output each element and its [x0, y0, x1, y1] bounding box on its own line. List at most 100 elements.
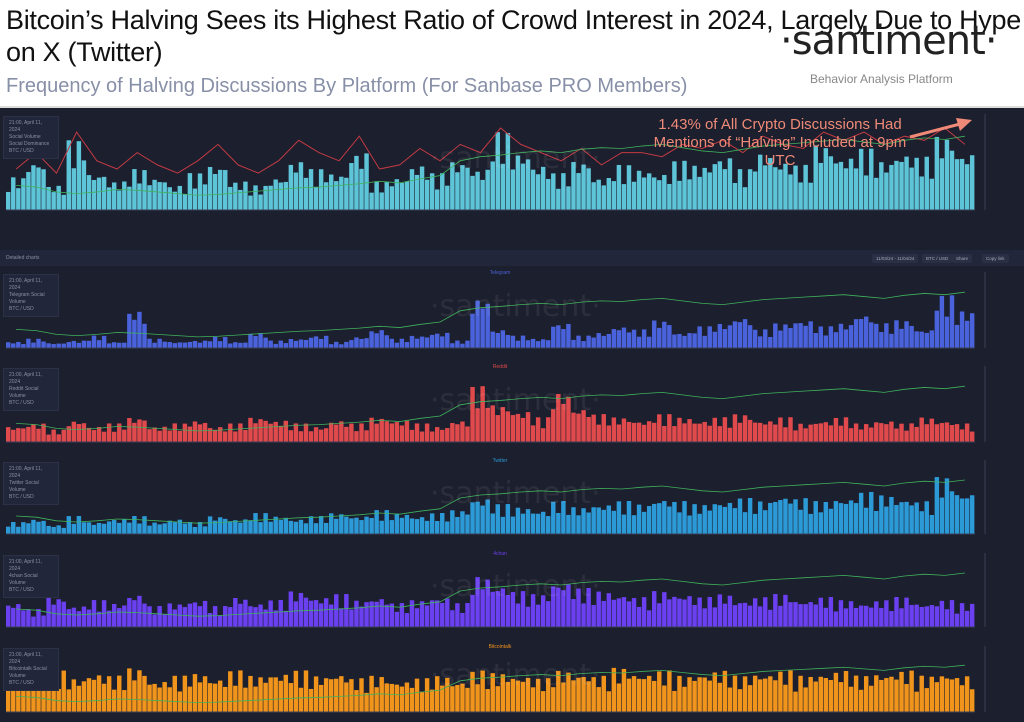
bar	[727, 687, 733, 712]
bar	[207, 516, 213, 534]
bar	[177, 342, 183, 348]
bar	[884, 172, 889, 210]
bar	[475, 300, 480, 348]
bar	[152, 342, 157, 348]
bar	[874, 323, 879, 348]
bar	[919, 417, 924, 442]
bar	[646, 610, 652, 627]
bar	[202, 676, 208, 712]
bar	[879, 495, 884, 534]
bar	[904, 430, 909, 442]
bar	[359, 423, 364, 442]
bar	[500, 674, 506, 712]
bar	[470, 671, 475, 712]
bar	[243, 687, 248, 712]
bar	[571, 339, 576, 348]
pair-selector[interactable]: BTC / USD	[922, 254, 953, 263]
bar	[662, 592, 667, 627]
bar	[101, 523, 107, 534]
bar	[899, 161, 904, 210]
bar	[601, 185, 606, 210]
bar	[56, 599, 61, 627]
bar	[61, 527, 66, 534]
bar	[631, 422, 637, 442]
bar	[414, 678, 420, 712]
watermark: ·santiment·	[430, 289, 601, 324]
bar	[611, 417, 617, 442]
bar	[11, 607, 16, 627]
bar	[874, 601, 879, 627]
bar	[828, 508, 834, 534]
bar	[197, 522, 203, 534]
bar	[233, 685, 238, 712]
bar	[152, 179, 157, 210]
bar	[667, 183, 672, 210]
bar	[813, 604, 818, 627]
bar	[419, 336, 425, 348]
bar	[959, 603, 965, 627]
bar	[520, 335, 526, 348]
bar	[303, 423, 309, 442]
share-button[interactable]: Share	[952, 254, 973, 263]
bar	[298, 592, 304, 627]
bar	[707, 326, 712, 348]
watermark: ·santiment·	[430, 658, 601, 693]
bar	[576, 588, 581, 627]
bar	[379, 418, 384, 442]
bar	[480, 308, 485, 348]
bar	[576, 173, 581, 210]
bar	[833, 501, 839, 534]
date-range-picker[interactable]: 11/03/24 - 11/04/24	[872, 254, 919, 263]
bar	[742, 676, 748, 712]
bar	[253, 185, 258, 210]
bar	[652, 422, 657, 442]
bar	[303, 177, 309, 210]
bar	[238, 670, 243, 712]
bar	[969, 431, 975, 442]
bar	[101, 176, 107, 210]
bar	[6, 191, 11, 210]
bar	[818, 162, 823, 210]
bar	[217, 615, 223, 627]
bar	[339, 176, 344, 210]
bar	[147, 684, 152, 712]
bar	[379, 599, 384, 627]
bar	[657, 414, 662, 442]
bar	[520, 417, 526, 442]
bar	[31, 165, 36, 210]
bar	[863, 175, 869, 210]
bar	[929, 676, 935, 712]
bar	[863, 316, 869, 348]
bar	[813, 681, 818, 712]
bar	[742, 415, 748, 442]
bar	[117, 342, 122, 348]
bar	[288, 164, 294, 210]
bar	[192, 421, 198, 442]
bar	[687, 419, 692, 442]
bar	[551, 586, 556, 627]
copy-link-button[interactable]: Copy link	[982, 254, 1009, 263]
bar	[889, 676, 894, 712]
bar	[41, 423, 46, 442]
bar	[869, 148, 874, 210]
bar	[470, 594, 475, 627]
bar	[964, 498, 970, 534]
bar	[76, 141, 82, 210]
bar	[924, 501, 929, 534]
bar	[399, 338, 405, 348]
chart-svg	[6, 366, 986, 443]
bar	[334, 594, 339, 627]
bar	[384, 181, 389, 210]
bar	[288, 591, 294, 627]
annotation: 1.43% of All Crypto Discussions Had Ment…	[653, 116, 907, 169]
bar	[172, 191, 177, 210]
bar	[359, 606, 364, 627]
bar	[934, 136, 940, 210]
bar	[278, 182, 283, 210]
bar	[36, 521, 41, 534]
bar	[879, 332, 884, 348]
bar	[788, 670, 793, 712]
bar	[122, 429, 127, 442]
bar	[96, 177, 102, 210]
bar	[91, 600, 97, 627]
